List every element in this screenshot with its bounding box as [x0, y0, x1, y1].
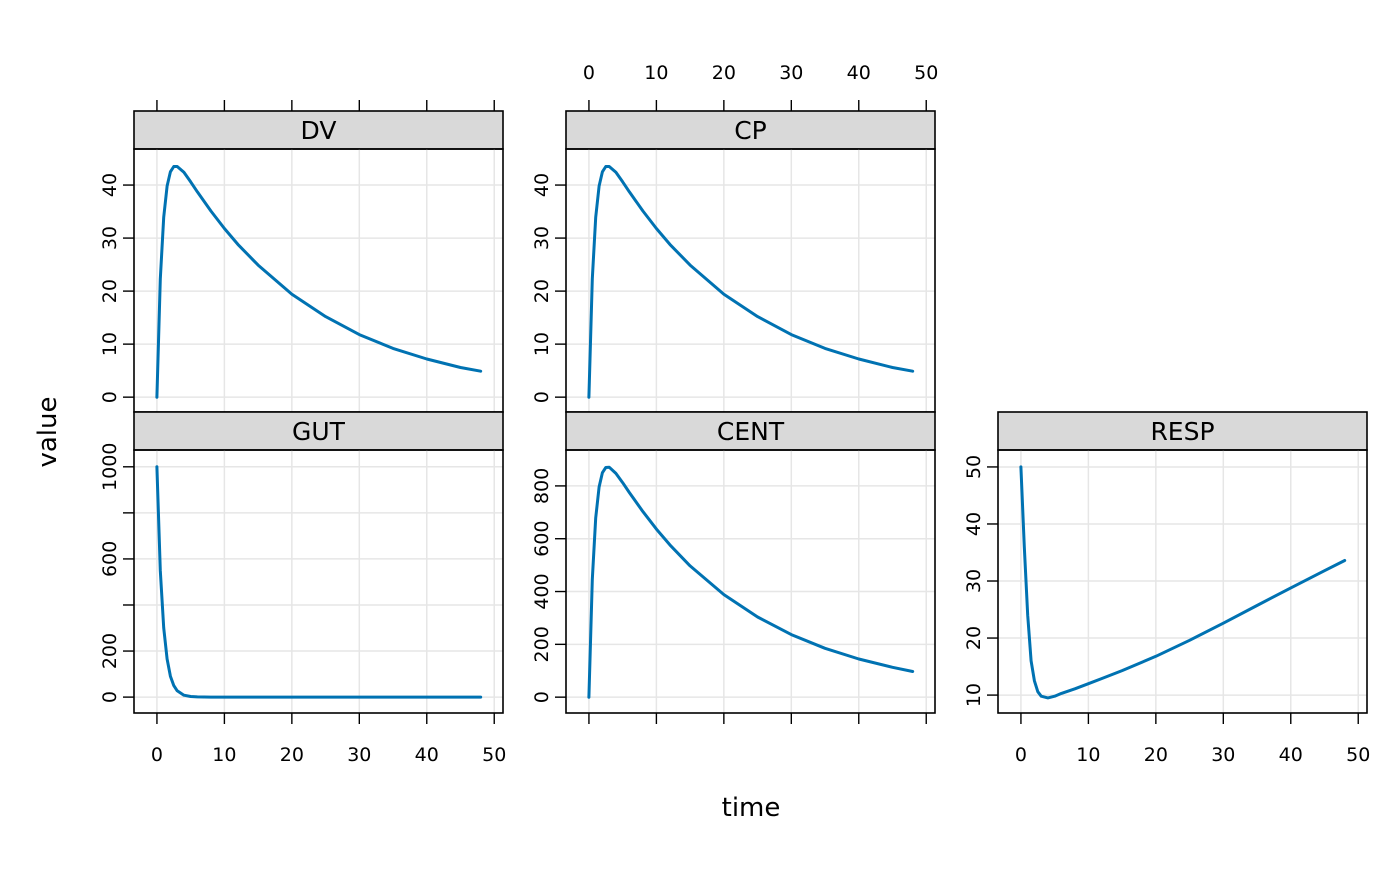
y-tick-label: 800	[531, 468, 553, 504]
x-tick-label: 10	[644, 62, 668, 84]
y-tick-label: 20	[963, 626, 985, 650]
panel-frame	[565, 449, 936, 714]
y-tick-label: 10	[99, 332, 121, 356]
panel-cp: CP 0 10 20 30 40 0 10 20 30 40 50	[531, 62, 938, 413]
panel-resp: RESP 10 20 30 40 50 0 10 20 30 40 50	[963, 411, 1370, 766]
y-tick-label: 40	[531, 173, 553, 197]
panel-gut: GUT 0 200 600 1000 0 10 20 30 40 50	[99, 411, 506, 766]
x-tick-label: 20	[712, 62, 736, 84]
y-tick-label: 0	[531, 691, 553, 703]
y-tick-label: 20	[99, 279, 121, 303]
y-tick-label: 0	[99, 691, 121, 703]
y-tick-label: 40	[99, 173, 121, 197]
panel-frame	[133, 148, 504, 413]
y-tick-label: 400	[531, 573, 553, 609]
x-tick-label: 50	[914, 62, 938, 84]
y-tick-label: 200	[531, 626, 553, 662]
y-tick-label: 600	[531, 521, 553, 557]
strip	[565, 411, 936, 451]
y-tick-label: 0	[99, 391, 121, 403]
y-tick-label: 600	[99, 541, 121, 577]
y-tick-label: 30	[99, 226, 121, 250]
x-tick-label: 10	[1076, 744, 1100, 766]
series-line-cent	[587, 465, 915, 699]
x-tick-label: 40	[415, 744, 439, 766]
strip-label: DV	[301, 116, 337, 145]
series-line-dv	[155, 165, 483, 399]
y-tick-label: 40	[963, 512, 985, 536]
x-tick-label: 10	[212, 744, 236, 766]
series-line-cp	[587, 165, 915, 399]
strip-label: CP	[734, 116, 767, 145]
x-tick-label: 0	[583, 62, 595, 84]
x-tick-label: 50	[482, 744, 506, 766]
x-axis-title: time	[722, 793, 781, 823]
y-tick-label: 1000	[99, 443, 121, 491]
y-tick-label: 20	[531, 279, 553, 303]
y-tick-label: 200	[99, 633, 121, 669]
strip-label: RESP	[1150, 417, 1214, 446]
series-line-gut	[155, 465, 483, 699]
panel-frame	[133, 449, 504, 714]
series-line-resp	[1019, 465, 1347, 700]
y-tick-label: 0	[531, 391, 553, 403]
strip-label: GUT	[292, 417, 346, 446]
panel-frame	[565, 148, 936, 413]
strip-label: CENT	[717, 417, 785, 446]
x-tick-label: 20	[280, 744, 304, 766]
x-tick-label: 30	[1211, 744, 1235, 766]
y-tick-label: 30	[963, 569, 985, 593]
x-tick-label: 30	[347, 744, 371, 766]
y-axis-title: value	[33, 396, 63, 467]
y-tick-label: 10	[963, 683, 985, 707]
strip	[133, 411, 504, 451]
x-tick-label: 0	[151, 744, 163, 766]
y-tick-label: 10	[531, 332, 553, 356]
panel-cent: CENT 0 200 400 600 800	[531, 411, 936, 724]
y-tick-label: 50	[963, 455, 985, 479]
strip	[133, 110, 504, 150]
panel-dv: DV 0 10 20 30 40	[99, 100, 504, 413]
x-tick-label: 30	[779, 62, 803, 84]
x-tick-label: 50	[1346, 744, 1370, 766]
x-tick-label: 20	[1144, 744, 1168, 766]
y-tick-label: 30	[531, 226, 553, 250]
strip	[997, 411, 1368, 451]
x-tick-label: 40	[1279, 744, 1303, 766]
x-tick-label: 0	[1015, 744, 1027, 766]
x-tick-label: 40	[847, 62, 871, 84]
